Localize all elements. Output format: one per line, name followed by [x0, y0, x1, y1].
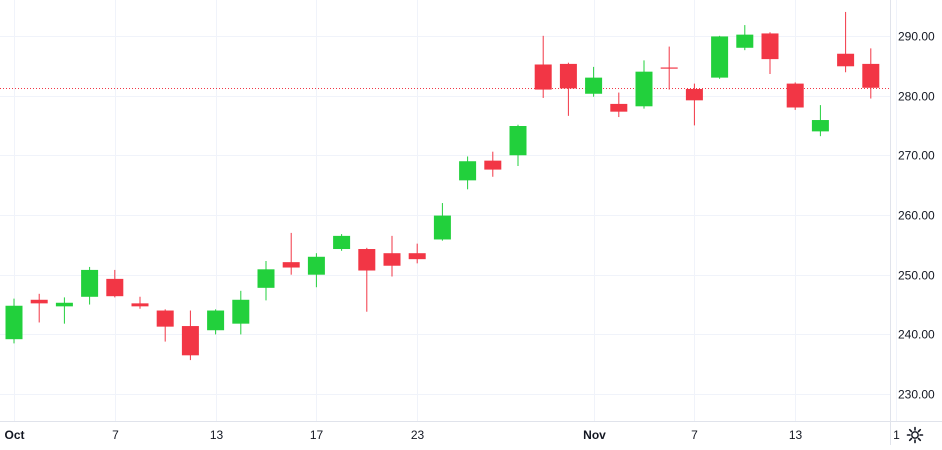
candle-body	[358, 249, 376, 271]
candle-down[interactable]	[484, 151, 502, 177]
x-tick-label: 7	[112, 428, 119, 442]
candles	[5, 11, 880, 361]
x-tick-label: Oct	[4, 428, 24, 442]
candle-body	[786, 83, 804, 108]
candle-down[interactable]	[156, 309, 174, 342]
candle-body	[509, 126, 527, 156]
candle-body	[307, 256, 325, 275]
candle-body	[837, 53, 855, 67]
candle-up[interactable]	[635, 60, 653, 109]
candle-body	[181, 326, 199, 356]
candle-body	[257, 269, 275, 288]
candle-body	[81, 269, 99, 297]
candle-body	[30, 299, 48, 304]
candle-body	[736, 34, 754, 48]
candle-up[interactable]	[459, 156, 477, 190]
candle-up[interactable]	[811, 105, 829, 137]
candle-down[interactable]	[131, 296, 149, 309]
x-tick-label: 1	[893, 428, 900, 442]
candle-body	[408, 253, 426, 260]
x-tick-label: 17	[310, 428, 324, 442]
candle-body	[711, 36, 729, 78]
candle-body	[156, 310, 174, 327]
candle-body	[433, 215, 451, 240]
candle-body	[862, 63, 880, 88]
candle-down[interactable]	[660, 46, 678, 90]
candle-up[interactable]	[585, 66, 603, 97]
candle-body	[106, 278, 124, 297]
candle-body	[207, 310, 225, 331]
y-tick-label: 290.00	[898, 30, 935, 44]
x-tick-label: 23	[411, 428, 425, 442]
candle-down[interactable]	[30, 293, 48, 323]
time-axis[interactable]: Oct 7 13 17 23 Nov 7 13 1	[4, 428, 900, 442]
candle-body	[55, 302, 73, 307]
y-tick-label: 270.00	[898, 149, 935, 163]
candle-up[interactable]	[433, 203, 451, 241]
candle-body	[685, 88, 703, 101]
candle-body	[459, 161, 477, 181]
y-tick-label: 250.00	[898, 269, 935, 283]
candle-up[interactable]	[307, 253, 325, 288]
candle-body	[635, 71, 653, 107]
candle-body	[610, 103, 628, 112]
price-axis[interactable]: 230.00 240.00 250.00 260.00 270.00 280.00 290.…	[898, 30, 935, 402]
y-tick-label: 240.00	[898, 328, 935, 342]
candle-down[interactable]	[837, 11, 855, 73]
x-tick-label: 13	[789, 428, 803, 442]
x-tick-label: 7	[691, 428, 698, 442]
candle-body	[333, 235, 351, 250]
candle-up[interactable]	[5, 298, 23, 344]
candle-up[interactable]	[55, 297, 73, 324]
candle-down[interactable]	[559, 62, 577, 116]
x-tick-label: 13	[210, 428, 224, 442]
candle-up[interactable]	[736, 25, 754, 51]
candle-body	[811, 120, 829, 132]
candle-up[interactable]	[509, 124, 527, 167]
candle-down[interactable]	[383, 235, 401, 277]
candle-body	[484, 160, 502, 170]
grid	[0, 0, 897, 421]
candle-body	[534, 64, 552, 90]
candle-up[interactable]	[207, 309, 225, 335]
candle-up[interactable]	[333, 234, 351, 251]
candle-body	[585, 77, 603, 94]
candle-up[interactable]	[232, 290, 250, 335]
candle-down[interactable]	[408, 243, 426, 264]
candle-up[interactable]	[81, 266, 99, 305]
candle-body	[660, 67, 678, 69]
candle-down[interactable]	[181, 310, 199, 361]
candle-body	[282, 262, 300, 268]
candle-up[interactable]	[711, 35, 729, 79]
candle-down[interactable]	[106, 269, 124, 298]
candle-body	[559, 63, 577, 89]
candle-down[interactable]	[786, 82, 804, 110]
candle-down[interactable]	[610, 92, 628, 118]
gear-icon[interactable]	[905, 425, 925, 445]
x-tick-label: Nov	[583, 428, 606, 442]
candle-body	[232, 299, 250, 324]
candle-down[interactable]	[862, 48, 880, 99]
candle-down[interactable]	[358, 247, 376, 312]
y-tick-label: 260.00	[898, 209, 935, 223]
candle-down[interactable]	[761, 32, 779, 75]
candle-body	[5, 305, 23, 340]
candle-down[interactable]	[534, 35, 552, 98]
candle-down[interactable]	[282, 232, 300, 275]
candle-up[interactable]	[257, 260, 275, 301]
candle-body	[383, 253, 401, 266]
candle-body	[761, 33, 779, 60]
y-tick-label: 230.00	[898, 388, 935, 402]
candle-down[interactable]	[685, 83, 703, 126]
y-tick-label: 280.00	[898, 90, 935, 104]
candle-body	[131, 303, 149, 307]
